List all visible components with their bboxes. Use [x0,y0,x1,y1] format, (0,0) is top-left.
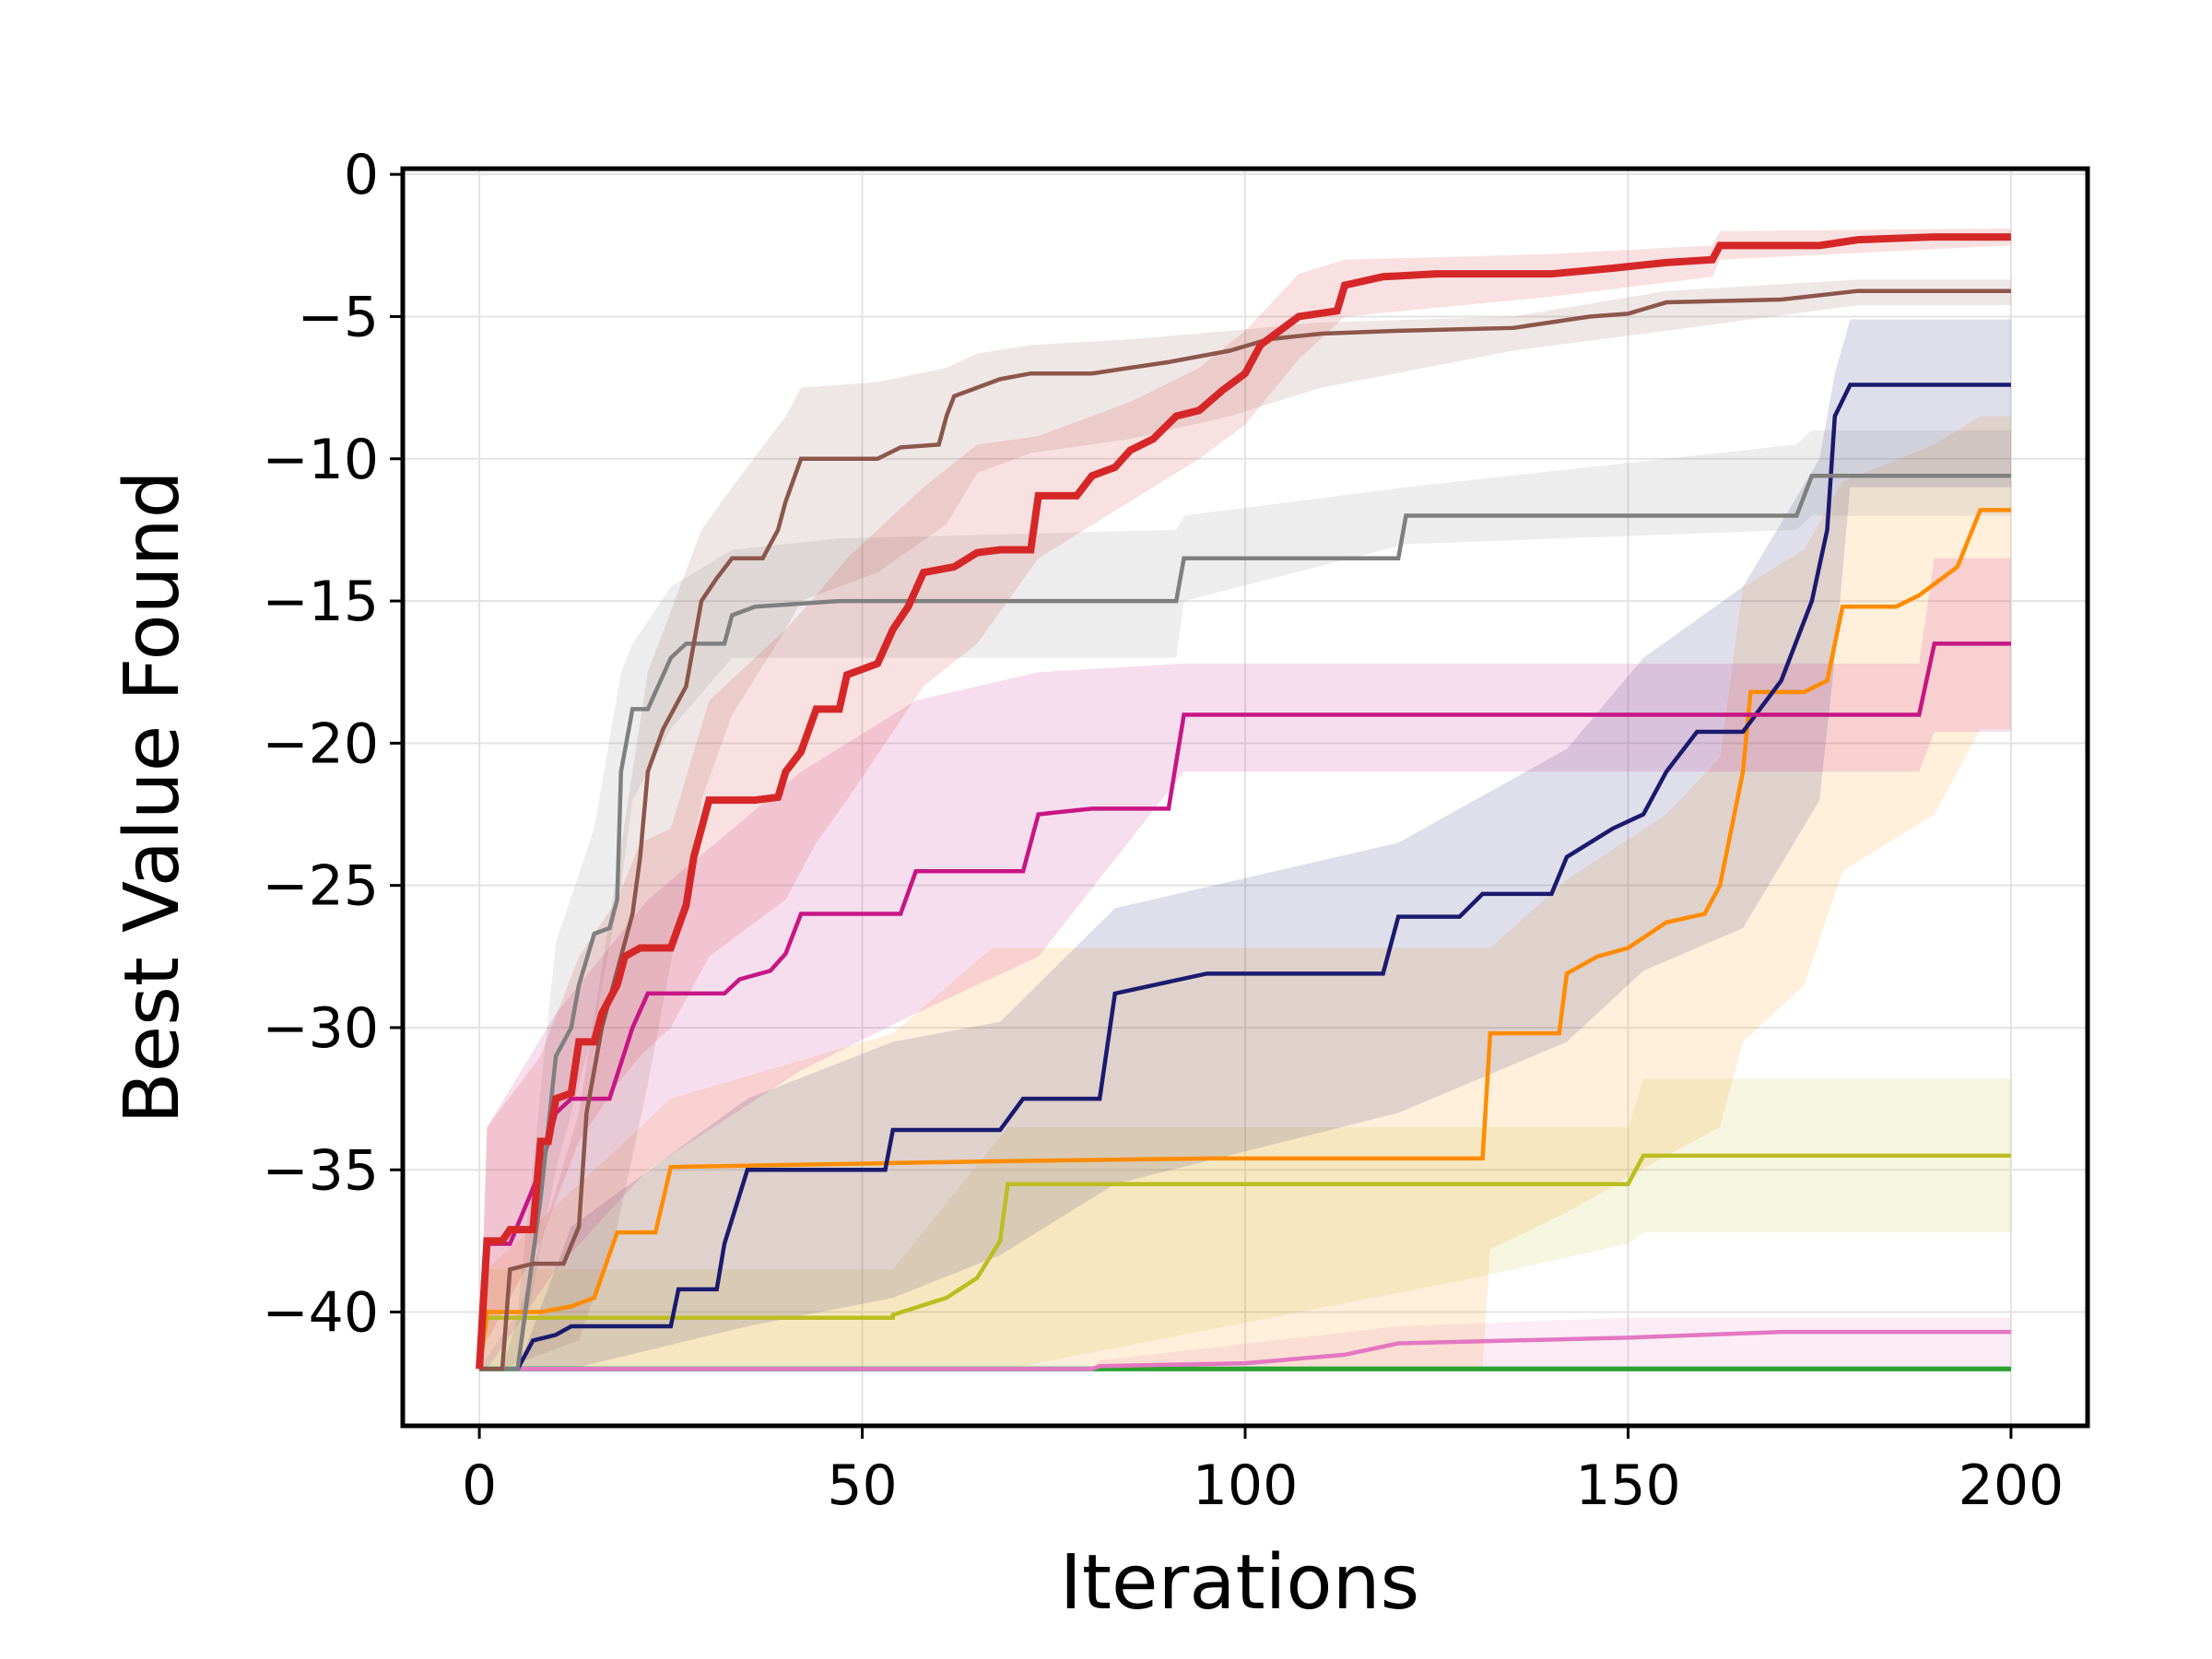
series-lines [476,233,2011,1371]
series-line-orange [477,508,2011,1370]
band-magenta [479,558,2011,1370]
band-olive [479,1078,2011,1370]
x-axis-label: Iterations [1060,1539,1420,1627]
x-axis-ticks: 0 50 100 150 200 [462,1426,2064,1518]
series-line-gray [479,474,2011,1371]
y-tick-label: 0 [344,143,379,207]
y-tick-label: −25 [262,854,379,919]
y-tick-label: −40 [262,1281,379,1346]
series-line-navy [479,382,2011,1371]
x-tick-label: 150 [1575,1453,1681,1518]
y-tick-label: −5 [298,285,379,349]
x-tick-label: 0 [462,1453,497,1518]
confidence-bands [479,228,2011,1370]
y-tick-label: −20 [262,712,379,776]
x-tick-label: 50 [827,1453,897,1518]
y-tick-label: −30 [262,996,379,1061]
y-tick-label: −15 [262,570,379,634]
y-tick-label: −35 [262,1138,379,1203]
band-navy [479,319,2011,1370]
y-tick-label: −10 [262,428,379,492]
series-line-red [476,233,2011,1370]
band-red [479,228,2011,1370]
band-brown [479,279,2011,1370]
y-axis-ticks: 0 −5 −10 −15 −20 −25 −30 −35 −40 [262,143,403,1346]
x-tick-label: 200 [1959,1453,2065,1518]
series-line-pink [479,1329,2011,1371]
y-axis-label: Best Value Found [109,470,196,1124]
grid-lines [403,169,2088,1426]
series-line-brown [479,288,2011,1371]
band-pink [479,1317,2011,1370]
band-orange [479,416,2011,1370]
series-line-olive [477,1153,2011,1370]
x-tick-label: 100 [1193,1453,1299,1518]
